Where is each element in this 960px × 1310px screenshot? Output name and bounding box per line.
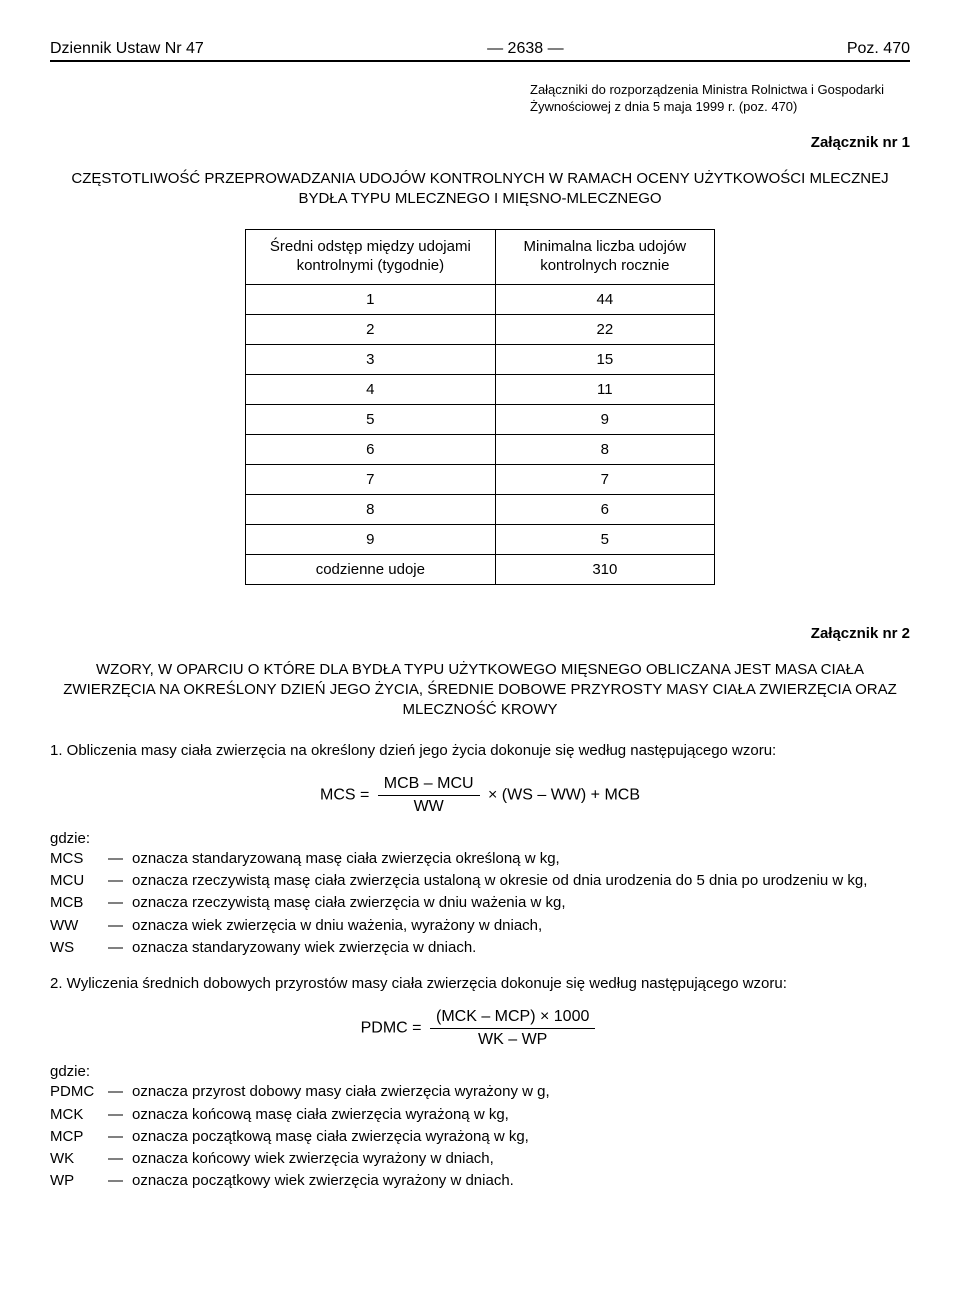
definition-description: oznacza standaryzowany wiek zwierzęcia w…	[132, 938, 910, 958]
definition-row: MCU—oznacza rzeczywistą masę ciała zwier…	[50, 871, 910, 891]
table-cell: 310	[495, 554, 714, 584]
table-cell: 6	[246, 434, 496, 464]
definition-symbol: MCP	[50, 1127, 108, 1147]
formula-lhs: MCS =	[320, 787, 369, 804]
table-cell: 1	[246, 284, 496, 314]
table-row: 144	[246, 284, 715, 314]
table-row: 59	[246, 404, 715, 434]
definition-row: MCS—oznacza standaryzowaną masę ciała zw…	[50, 849, 910, 869]
definition-dash: —	[108, 1082, 132, 1102]
definition-description: oznacza wiek zwierzęcia w dniu ważenia, …	[132, 916, 910, 936]
table-cell: 5	[246, 404, 496, 434]
definition-dash: —	[108, 938, 132, 958]
formula-denominator: WK – WP	[430, 1029, 595, 1049]
definition-symbol: PDMC	[50, 1082, 108, 1102]
table-cell: 2	[246, 314, 496, 344]
table-row: 95	[246, 524, 715, 554]
formula-lhs: PDMC =	[361, 1020, 422, 1037]
table-row: 222	[246, 314, 715, 344]
table-col2-header: Minimalna liczba udojów kontrolnych rocz…	[495, 230, 714, 285]
definition-description: oznacza końcową masę ciała zwierzęcia wy…	[132, 1105, 910, 1125]
table-row: 86	[246, 494, 715, 524]
table-row: 315	[246, 344, 715, 374]
definition-dash: —	[108, 1127, 132, 1147]
definition-row: WS—oznacza standaryzowany wiek zwierzęci…	[50, 938, 910, 958]
table-col1-header: Średni odstęp między udojami kontrolnymi…	[246, 230, 496, 285]
table-cell: 7	[246, 464, 496, 494]
formula-fraction: (MCK – MCP) × 1000 WK – WP	[430, 1008, 595, 1049]
section-2-intro: 2. Wyliczenia średnich dobowych przyrost…	[50, 974, 910, 994]
definition-symbol: WS	[50, 938, 108, 958]
definition-dash: —	[108, 893, 132, 913]
formula-mcs: MCS = MCB – MCU WW × (WS – WW) + MCB	[50, 775, 910, 816]
table-cell: 7	[495, 464, 714, 494]
definition-dash: —	[108, 849, 132, 869]
table-row: 77	[246, 464, 715, 494]
definition-row: WK—oznacza końcowy wiek zwierzęcia wyraż…	[50, 1149, 910, 1169]
attachment-note: Załączniki do rozporządzenia Ministra Ro…	[530, 82, 910, 116]
formula-fraction: MCB – MCU WW	[378, 775, 480, 816]
definition-symbol: MCS	[50, 849, 108, 869]
section-1-intro: 1. Obliczenia masy ciała zwierzęcia na o…	[50, 741, 910, 761]
definition-row: WW—oznacza wiek zwierzęcia w dniu ważeni…	[50, 916, 910, 936]
table-cell: 11	[495, 374, 714, 404]
table-row: codzienne udoje310	[246, 554, 715, 584]
definition-description: oznacza standaryzowaną masę ciała zwierz…	[132, 849, 910, 869]
formula-numerator: MCB – MCU	[378, 775, 480, 796]
header-center: — 2638 —	[487, 40, 563, 58]
header-left: Dziennik Ustaw Nr 47	[50, 40, 204, 58]
definition-row: WP—oznacza początkowy wiek zwierzęcia wy…	[50, 1171, 910, 1191]
definition-description: oznacza rzeczywistą masę ciała zwierzęci…	[132, 871, 910, 891]
table-cell: 22	[495, 314, 714, 344]
where-label: gdzie:	[50, 1063, 910, 1080]
definition-symbol: WP	[50, 1171, 108, 1191]
table-cell: 3	[246, 344, 496, 374]
table-cell: 8	[246, 494, 496, 524]
definition-dash: —	[108, 1149, 132, 1169]
table-cell: 44	[495, 284, 714, 314]
definition-row: MCB—oznacza rzeczywistą masę ciała zwier…	[50, 893, 910, 913]
table-cell: 15	[495, 344, 714, 374]
table-cell: 6	[495, 494, 714, 524]
definition-symbol: MCB	[50, 893, 108, 913]
table-row: 68	[246, 434, 715, 464]
attachment-1-label: Załącznik nr 1	[50, 134, 910, 151]
definition-dash: —	[108, 871, 132, 891]
table-cell: codzienne udoje	[246, 554, 496, 584]
definition-description: oznacza końcowy wiek zwierzęcia wyrażony…	[132, 1149, 910, 1169]
definition-row: PDMC—oznacza przyrost dobowy masy ciała …	[50, 1082, 910, 1102]
definition-description: oznacza przyrost dobowy masy ciała zwier…	[132, 1082, 910, 1102]
attachment-2-label: Załącznik nr 2	[50, 625, 910, 642]
header-right: Poz. 470	[847, 40, 910, 58]
frequency-table: Średni odstęp między udojami kontrolnymi…	[245, 229, 715, 585]
definition-description: oznacza rzeczywistą masę ciała zwierzęci…	[132, 893, 910, 913]
definitions-1: gdzie: MCS—oznacza standaryzowaną masę c…	[50, 830, 910, 958]
formula-pdmc: PDMC = (MCK – MCP) × 1000 WK – WP	[50, 1008, 910, 1049]
table-row: 411	[246, 374, 715, 404]
attachment-2-title: WZORY, W OPARCIU O KTÓRE DLA BYDŁA TYPU …	[60, 660, 900, 721]
definition-symbol: WW	[50, 916, 108, 936]
definition-symbol: MCU	[50, 871, 108, 891]
definition-row: MCP—oznacza początkową masę ciała zwierz…	[50, 1127, 910, 1147]
formula-numerator: (MCK – MCP) × 1000	[430, 1008, 595, 1029]
table-cell: 9	[495, 404, 714, 434]
formula-denominator: WW	[378, 796, 480, 816]
where-label: gdzie:	[50, 830, 910, 847]
attachment-1-title: CZĘSTOTLIWOŚĆ PRZEPROWADZANIA UDOJÓW KON…	[60, 169, 900, 210]
table-cell: 9	[246, 524, 496, 554]
definition-description: oznacza początkową masę ciała zwierzęcia…	[132, 1127, 910, 1147]
page-header: Dziennik Ustaw Nr 47 — 2638 — Poz. 470	[50, 40, 910, 62]
formula-tail: × (WS – WW) + MCB	[488, 787, 640, 804]
definition-symbol: WK	[50, 1149, 108, 1169]
definition-dash: —	[108, 916, 132, 936]
table-cell: 4	[246, 374, 496, 404]
definition-symbol: MCK	[50, 1105, 108, 1125]
table-cell: 8	[495, 434, 714, 464]
definition-row: MCK—oznacza końcową masę ciała zwierzęci…	[50, 1105, 910, 1125]
definition-dash: —	[108, 1171, 132, 1191]
definition-dash: —	[108, 1105, 132, 1125]
definitions-2: gdzie: PDMC—oznacza przyrost dobowy masy…	[50, 1063, 910, 1191]
definition-description: oznacza początkowy wiek zwierzęcia wyraż…	[132, 1171, 910, 1191]
table-cell: 5	[495, 524, 714, 554]
